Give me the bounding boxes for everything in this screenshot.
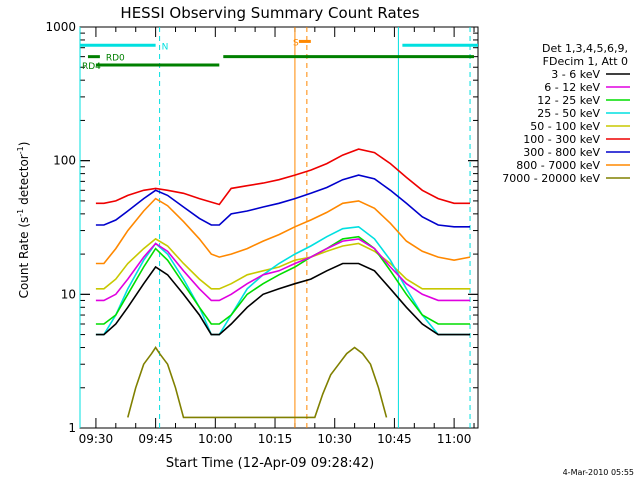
legend-header: FDecim 1, Att 0: [543, 55, 628, 68]
x-tick-label: 10:00: [198, 432, 233, 446]
legend-label: 100 - 300 keV: [523, 133, 600, 146]
x-axis-label: Start Time (12-Apr-09 09:28:42): [166, 456, 374, 471]
x-tick-label: 09:30: [79, 432, 114, 446]
chart-title: HESSI Observing Summary Count Rates: [120, 4, 419, 22]
y-tick-label: 1: [68, 421, 76, 435]
x-tick-label: 10:15: [258, 432, 293, 446]
legend-label: 300 - 800 keV: [523, 146, 600, 159]
flag-label-n: N: [162, 42, 169, 52]
x-tick-label: 10:30: [317, 432, 352, 446]
legend-label: 3 - 6 keV: [551, 68, 600, 81]
legend-label: 12 - 25 keV: [537, 94, 600, 107]
legend-header: Det 1,3,4,5,6,9,: [542, 42, 628, 55]
series-line-6: [95, 174, 470, 228]
y-axis-label: Count Rate (s-1 detector-1): [16, 142, 31, 299]
legend-label: 50 - 100 keV: [530, 120, 600, 133]
flag-label-s: S: [293, 38, 299, 48]
y-tick-label: 1000: [45, 20, 76, 34]
x-tick-label: 11:00: [437, 432, 472, 446]
series-line-4: [95, 237, 470, 290]
series-line-3: [95, 225, 470, 336]
flag-label-rd0: RD0: [106, 54, 125, 64]
series-line-0: [95, 262, 470, 336]
svg-text:Count Rate (s-1 detector-1): Count Rate (s-1 detector-1): [16, 142, 31, 299]
legend-label: 25 - 50 keV: [537, 107, 600, 120]
legend-label: 6 - 12 keV: [544, 81, 600, 94]
series-line-7: [95, 197, 471, 265]
legend-label: 7000 - 20000 keV: [502, 172, 600, 185]
series-line-2: [95, 235, 470, 325]
y-tick-label: 10: [61, 287, 76, 301]
series-line-8: [127, 346, 388, 419]
series-line-5: [95, 148, 470, 206]
y-tick-label: 100: [53, 154, 76, 168]
date-stamp: 4-Mar-2010 05:55: [562, 468, 634, 477]
series-line-1: [95, 238, 470, 302]
x-tick-label: 10:45: [377, 432, 412, 446]
x-tick-label: 09:45: [138, 432, 173, 446]
flag-label-rd4: RD4: [82, 62, 101, 72]
plot-frame: [79, 26, 479, 429]
legend-label: 800 - 7000 keV: [516, 159, 600, 172]
